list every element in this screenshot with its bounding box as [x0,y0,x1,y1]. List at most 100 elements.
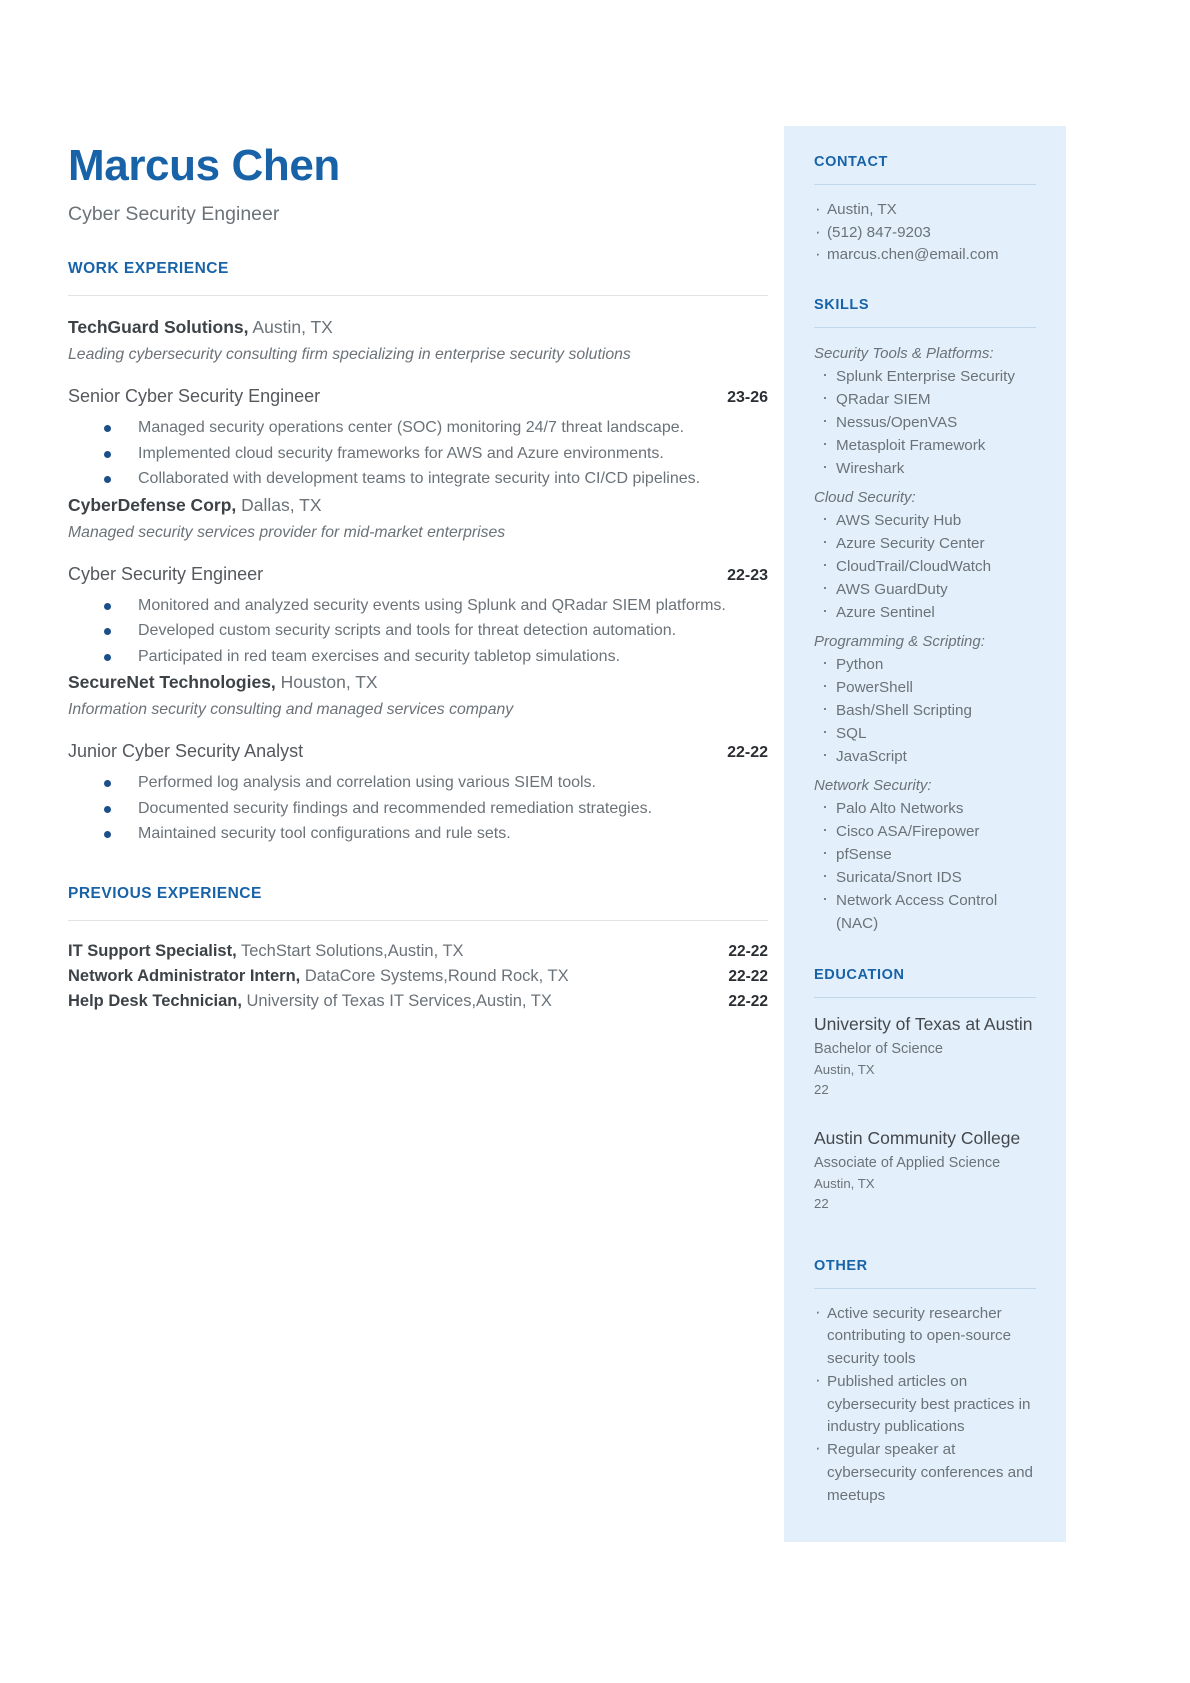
company-description: Information security consulting and mana… [68,701,514,718]
contact-list: Austin, TX (512) 847-9203 marcus.chen@em… [814,198,1036,267]
skill-item: Palo Alto Networks [814,795,1036,820]
skill-item: Network Access Control (NAC) [814,887,1036,935]
spacer [814,941,1036,967]
previous-dates: 22-22 [728,992,768,1010]
job-entry: SecureNet Technologies, Houston, TX Info… [68,669,768,847]
skill-item: Wireshark [814,455,1036,480]
role-row: Senior Cyber Security Engineer 23-26 [68,383,768,409]
company-line: TechGuard Solutions, Austin, TX [68,314,768,340]
company-line: CyberDefense Corp, Dallas, TX [68,492,768,518]
contact-divider [814,184,1036,185]
spacer [68,847,768,885]
skill-group-label: Cloud Security: [814,488,916,506]
previous-experience-heading: PREVIOUS EXPERIENCE [68,884,262,902]
job-bullet: Monitored and analyzed security events u… [68,593,768,619]
skill-item-list: AWS Security Hub Azure Security Center C… [814,507,1036,624]
work-experience-heading: WORK EXPERIENCE [68,260,229,277]
other-item: Regular speaker at cybersecurity confere… [814,1437,1036,1507]
skill-item-list: Splunk Enterprise Security QRadar SIEM N… [814,363,1036,480]
company-name: CyberDefense Corp, [68,494,237,515]
previous-experience-text: Help Desk Technician, University of Texa… [68,989,728,1014]
contact-item-phone[interactable]: (512) 847-9203 [814,221,1036,245]
education-year: 22 [814,1195,829,1211]
previous-detail: University of Texas IT Services,Austin, … [241,991,552,1010]
skill-item: JavaScript [814,743,1036,768]
previous-detail: DataCore Systems,Round Rock, TX [300,966,569,985]
previous-experience-row: Network Administrator Intern, DataCore S… [68,964,768,989]
education-heading: EDUCATION [814,966,905,983]
previous-title: IT Support Specialist, [68,941,237,960]
skill-item: pfSense [814,841,1036,866]
role-dates: 22-22 [727,744,768,761]
job-bullets: Performed log analysis and correlation u… [68,770,768,847]
education-entry: University of Texas at Austin Bachelor o… [814,1012,1036,1100]
role-title: Cyber Security Engineer [68,563,264,584]
company-location: Houston, TX [275,672,378,692]
skill-item: SQL [814,720,1036,745]
job-entry: CyberDefense Corp, Dallas, TX Managed se… [68,492,768,670]
page-title: Marcus Chen [68,141,340,190]
previous-title: Network Administrator Intern, [68,966,301,985]
job-bullet: Managed security operations center (SOC)… [68,415,768,441]
skill-item: PowerShell [814,674,1036,699]
role-row: Junior Cyber Security Analyst 22-22 [68,738,768,764]
previous-detail: TechStart Solutions,Austin, TX [236,941,464,960]
skill-group-network-security: Network Security: Palo Alto Networks Cis… [814,774,1036,935]
other-divider [814,1287,1036,1289]
previous-experience-divider [68,919,768,921]
skill-item: Nessus/OpenVAS [814,409,1036,434]
previous-experience-row: IT Support Specialist, TechStart Solutio… [68,939,768,964]
company-location: Dallas, TX [236,494,322,515]
company-location: Austin, TX [248,317,333,337]
education-divider [814,996,1036,998]
education-school: University of Texas at Austin [814,1013,1033,1034]
skill-item: AWS Security Hub [814,507,1036,532]
other-heading: OTHER [814,1257,868,1274]
education-school: Austin Community College [814,1127,1021,1148]
company-description: Managed security services provider for m… [68,523,506,541]
skill-item: Suricata/Snort IDS [814,864,1036,889]
contact-item-email[interactable]: marcus.chen@email.com [814,243,1036,267]
job-bullet: Participated in red team exercises and s… [68,644,768,670]
skill-item: Cisco ASA/Firepower [814,818,1036,843]
skill-item: Metasploit Framework [814,432,1036,457]
sidebar-section-skills: SKILLS Security Tools & Platforms: Splun… [814,297,1036,935]
skill-item: Python [814,651,1036,676]
skill-group-cloud-security: Cloud Security: AWS Security Hub Azure S… [814,486,1036,624]
previous-experience-text: IT Support Specialist, TechStart Solutio… [68,939,728,964]
job-bullet: Implemented cloud security frameworks fo… [68,441,768,467]
job-bullets: Managed security operations center (SOC)… [68,415,768,492]
contact-item-location: Austin, TX [814,198,1036,222]
company-name: SecureNet Technologies, [68,672,276,692]
skill-group-security-tools: Security Tools & Platforms: Splunk Enter… [814,342,1036,480]
skill-group-label: Security Tools & Platforms: [814,344,994,362]
sidebar-section-contact: CONTACT Austin, TX (512) 847-9203 marcus… [814,154,1036,267]
contact-heading: CONTACT [814,154,889,170]
company-description: Leading cybersecurity consulting firm sp… [68,346,631,363]
role-dates: 22-23 [727,566,768,584]
skills-heading: SKILLS [814,296,870,313]
skill-item: CloudTrail/CloudWatch [814,553,1036,578]
education-degree: Associate of Applied Science [814,1154,1001,1171]
skill-group-label: Programming & Scripting: [814,632,985,650]
education-year: 22 [814,1081,829,1097]
previous-experience-row: Help Desk Technician, University of Texa… [68,989,768,1014]
previous-title: Help Desk Technician, [68,991,242,1010]
job-bullet: Collaborated with development teams to i… [68,466,768,492]
education-entry: Austin Community College Associate of Ap… [814,1126,1036,1214]
job-bullet: Performed log analysis and correlation u… [68,770,768,796]
skill-item-list: Palo Alto Networks Cisco ASA/Firepower p… [814,795,1036,935]
sidebar-section-other: OTHER Active security researcher contrib… [814,1258,1036,1508]
sidebar-section-education: EDUCATION University of Texas at Austin … [814,967,1036,1214]
skill-item: Azure Security Center [814,530,1036,555]
job-entry: TechGuard Solutions, Austin, TX Leading … [68,314,768,492]
skill-item-list: Python PowerShell Bash/Shell Scripting S… [814,651,1036,768]
spacer [814,1240,1036,1258]
role-row: Cyber Security Engineer 22-23 [68,561,768,587]
skill-item: Splunk Enterprise Security [814,363,1036,388]
skill-item: Bash/Shell Scripting [814,697,1036,722]
education-degree: Bachelor of Science [814,1040,943,1057]
role-dates: 23-26 [727,389,768,406]
other-item: Active security researcher contributing … [814,1300,1036,1371]
